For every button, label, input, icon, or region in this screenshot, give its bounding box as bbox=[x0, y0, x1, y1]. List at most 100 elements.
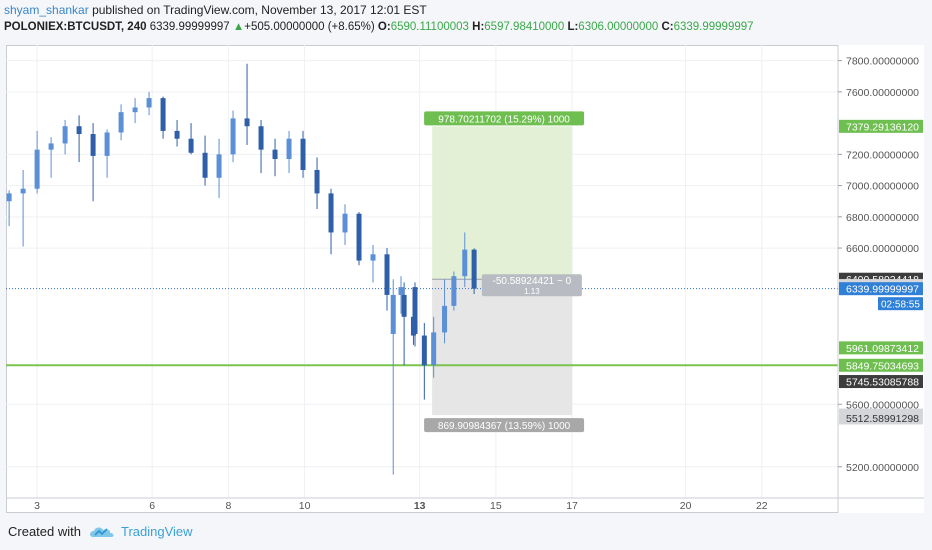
candle-body bbox=[314, 169, 320, 194]
candle-body bbox=[244, 118, 250, 127]
publisher-line: shyam_shankar published on TradingView.c… bbox=[4, 2, 928, 19]
candle-body bbox=[62, 126, 68, 144]
target-price-label-text: 7379.29136120 bbox=[846, 121, 919, 133]
open-value: 6590.11100003 bbox=[390, 21, 469, 33]
candle-body bbox=[202, 152, 208, 178]
last-price-value: 6339.99999997 bbox=[149, 21, 230, 33]
low-value: 6306.00000000 bbox=[578, 21, 659, 33]
stop-label-box bbox=[424, 418, 585, 433]
candle-body bbox=[462, 249, 468, 277]
candle-body bbox=[328, 193, 334, 233]
last-price-label-box bbox=[839, 282, 923, 296]
time-tick-label: 20 bbox=[680, 500, 692, 512]
price-tick-label: 7800.00000000 bbox=[846, 56, 919, 68]
time-tick-label: 3 bbox=[34, 500, 40, 512]
countdown-box bbox=[878, 297, 923, 311]
support-green-label-box bbox=[839, 341, 923, 355]
candle-body bbox=[160, 98, 166, 131]
time-tick-label: 8 bbox=[225, 500, 231, 512]
candle-body bbox=[132, 107, 138, 113]
close-label: C: bbox=[661, 21, 674, 33]
candle-body bbox=[342, 213, 348, 233]
stop-label-text: 869.90984367 (13.59%) 1000 bbox=[438, 421, 571, 432]
countdown-text: 02:58:55 bbox=[881, 300, 920, 311]
candle-body bbox=[410, 316, 416, 336]
tradingview-cloud-icon bbox=[90, 526, 114, 537]
footer: Created with TradingView bbox=[8, 524, 193, 539]
candle-body bbox=[146, 98, 152, 108]
high-value: 6597.98410000 bbox=[484, 21, 565, 33]
support-line-label-text: 5849.75034693 bbox=[846, 360, 919, 372]
candle-body bbox=[431, 332, 437, 366]
candle-body bbox=[451, 276, 457, 306]
price-tick-label: 5600.00000000 bbox=[846, 399, 919, 411]
author-link[interactable]: shyam_shankar bbox=[4, 3, 89, 17]
price-tick-label: 6800.00000000 bbox=[846, 212, 919, 224]
support-green-label-text: 5961.09873412 bbox=[846, 343, 919, 355]
price-tick-label: 6600.00000000 bbox=[846, 243, 919, 255]
tradingview-label: TradingView bbox=[120, 524, 193, 539]
candle-body bbox=[442, 305, 448, 333]
candle-body bbox=[286, 138, 292, 160]
target-label-box bbox=[424, 111, 585, 126]
stop-mark-2-label-box bbox=[839, 411, 923, 425]
candle-body bbox=[272, 149, 278, 160]
candle-body bbox=[384, 254, 390, 295]
symbol-info-line: POLONIEX:BTCUSDT, 240 6339.99999997 ▲+50… bbox=[4, 19, 928, 36]
symbol-label: POLONIEX:BTCUSDT, 240 bbox=[4, 21, 147, 33]
time-tick-label: 13 bbox=[414, 500, 426, 512]
candle-body bbox=[188, 138, 194, 153]
price-tick-label: 7000.00000000 bbox=[846, 181, 919, 193]
support-line-label-box bbox=[839, 358, 923, 372]
candle-body bbox=[20, 188, 26, 194]
candle-body bbox=[216, 154, 222, 178]
target-price-label-box bbox=[839, 119, 923, 133]
candle-body bbox=[398, 287, 404, 295]
time-tick-label: 10 bbox=[299, 500, 311, 512]
candle-body bbox=[174, 130, 180, 139]
price-chart[interactable]: 978.70211702 (15.29%) 1000 869.90984367 (… bbox=[6, 45, 924, 513]
candle-body bbox=[6, 193, 12, 202]
pnl-label-text: -50.58924421 ~ 0 bbox=[493, 276, 572, 287]
price-tick-label: 7200.00000000 bbox=[846, 149, 919, 161]
stop-zone-top-label-text: 5745.53085788 bbox=[846, 377, 919, 389]
candle-body bbox=[230, 118, 236, 155]
low-label: L: bbox=[567, 21, 579, 33]
candle-body bbox=[412, 287, 418, 334]
time-tick-label: 22 bbox=[756, 500, 768, 512]
close-value: 6339.99999997 bbox=[673, 21, 754, 33]
stop-zone-top-label-box bbox=[839, 375, 923, 389]
candle-body bbox=[356, 213, 362, 261]
candle-body bbox=[300, 138, 306, 170]
candle-body bbox=[90, 134, 96, 156]
created-with-text: Created with bbox=[8, 524, 81, 539]
candle-body bbox=[118, 112, 124, 133]
high-label: H: bbox=[472, 21, 485, 33]
candle-body bbox=[76, 126, 82, 135]
candle-body bbox=[34, 149, 40, 189]
candle-body bbox=[421, 335, 427, 366]
candle-body bbox=[258, 126, 264, 150]
candle-body bbox=[370, 254, 376, 261]
stop-mark-2-label-text: 5512.58991298 bbox=[846, 413, 919, 425]
candle-body bbox=[401, 294, 407, 317]
time-tick-label: 17 bbox=[566, 500, 578, 512]
candle-body bbox=[104, 132, 110, 156]
up-arrow-icon: ▲ bbox=[232, 21, 245, 33]
pnl-label-box bbox=[481, 274, 582, 297]
open-label: O: bbox=[377, 21, 391, 33]
candle-body bbox=[390, 294, 396, 334]
published-text: published on TradingView.com, November 1… bbox=[92, 3, 427, 17]
publication-header: shyam_shankar published on TradingView.c… bbox=[4, 2, 928, 36]
change-value: +505.00000000 (+8.65%) bbox=[244, 21, 375, 33]
target-zone bbox=[432, 126, 573, 280]
time-tick-label: 6 bbox=[149, 500, 155, 512]
target-label-text: 978.70211702 (15.29%) 1000 bbox=[438, 114, 570, 125]
ratio-label-text: 1.13 bbox=[524, 287, 540, 296]
tradingview-brand[interactable]: TradingView bbox=[89, 524, 193, 539]
candle-body bbox=[471, 249, 477, 289]
time-tick-label: 15 bbox=[490, 500, 502, 512]
last-price-label-text: 6339.99999997 bbox=[846, 284, 919, 296]
price-tick-label: 7600.00000000 bbox=[846, 87, 919, 99]
candle-body bbox=[48, 143, 54, 150]
